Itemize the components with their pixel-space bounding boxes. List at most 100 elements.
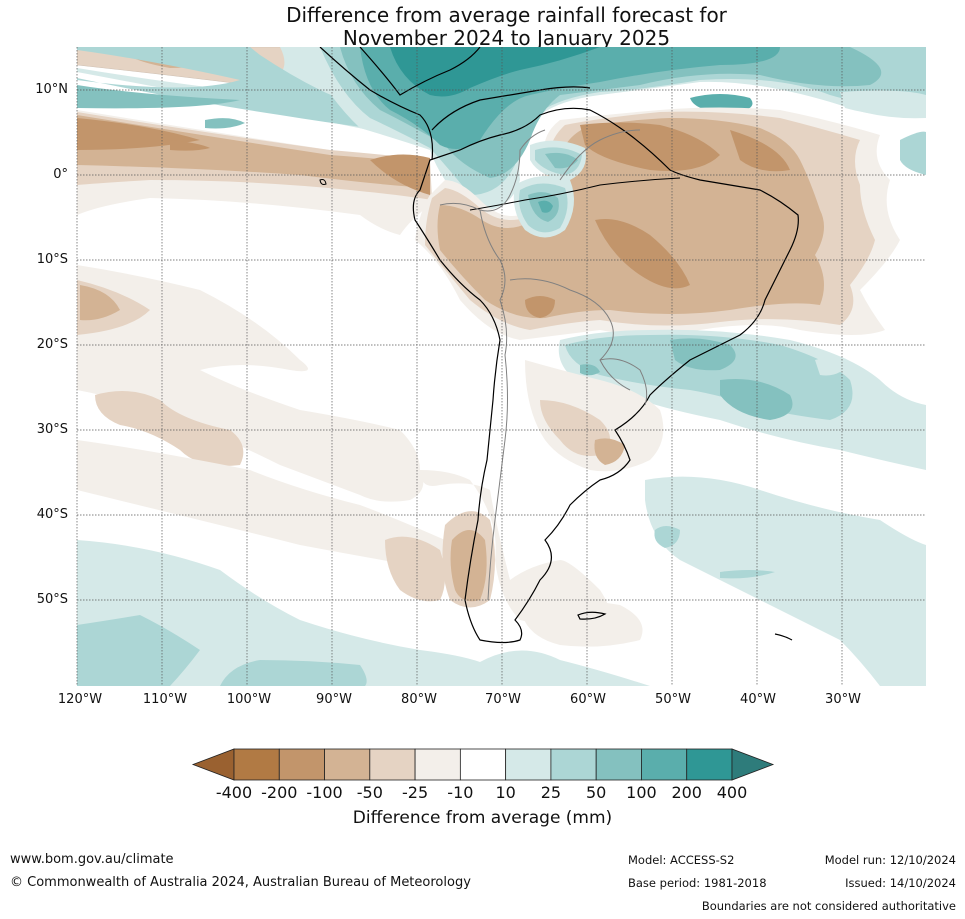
lat-label: 10°S (36, 252, 68, 267)
colorbar-tick-label: 25 (540, 783, 562, 802)
contour-wet-medium (720, 570, 775, 579)
coastline-south-america (412, 107, 799, 644)
map-title-line1: Difference from average rainfall forecas… (286, 3, 727, 27)
colorbar-tick-label: -200 (261, 783, 298, 802)
colorbar-tick-label: 200 (671, 783, 702, 802)
colorbar-swatch (233, 748, 280, 781)
colorbar-tick-label: 100 (626, 783, 657, 802)
colorbar-tick-label: -50 (356, 783, 383, 802)
boundaries-disclaimer: Boundaries are not considered authoritat… (701, 899, 956, 913)
coastline-caribbean (431, 86, 591, 131)
contour-dry-strong (525, 296, 555, 318)
lon-label: 50°W (655, 692, 691, 707)
contour-wet-strong (580, 364, 600, 376)
colorbar-swatch (324, 748, 371, 781)
lon-label: 90°W (316, 692, 352, 707)
lon-label: 40°W (740, 692, 776, 707)
contour-dry-medium (95, 391, 244, 466)
lat-label: 50°S (36, 592, 68, 607)
copyright-notice: © Commonwealth of Australia 2024, Austra… (10, 875, 471, 890)
lon-label: 100°W (226, 692, 272, 707)
colorbar-swatch (505, 748, 552, 781)
contour-dry-light (420, 470, 610, 630)
contour-wet-strong (720, 379, 793, 420)
contour-wet-medium (654, 526, 680, 548)
contour-wet-verystrong (538, 200, 553, 213)
base-period: Base period: 1981-2018 (628, 876, 767, 890)
colorbar-tick-label: -25 (402, 783, 429, 802)
lon-label: 110°W (142, 692, 188, 707)
contour-wet-extreme (390, 47, 600, 97)
contour-wet-medium (220, 660, 367, 686)
contour-dry-light (77, 265, 424, 502)
colorbar-swatch (278, 748, 325, 781)
contour-layer (77, 47, 926, 686)
colorbar-swatch (641, 748, 688, 781)
contour-wet-light (815, 356, 850, 376)
country-borders (509, 278, 631, 391)
lon-label: 120°W (57, 692, 103, 707)
coastline-yucatan (359, 47, 481, 96)
contour-wet-medium (900, 131, 926, 175)
contour-wet-strong (545, 152, 578, 169)
contour-wet-light (480, 650, 650, 686)
galapagos (319, 179, 327, 185)
lat-label: 0° (53, 167, 68, 182)
contour-dry-light (77, 440, 445, 570)
model-name: Model: ACCESS-S2 (628, 853, 735, 867)
colorbar-swatch (414, 748, 461, 781)
lat-label: 20°S (36, 337, 68, 352)
colorbar-swatch (686, 748, 733, 781)
colorbar-swatch (369, 748, 416, 781)
colorbar-tick-label: -10 (447, 783, 474, 802)
lon-label: 70°W (485, 692, 521, 707)
issued-date: Issued: 14/10/2024 (845, 876, 956, 890)
contour-dry-light (520, 598, 643, 647)
contour-dry-strong (77, 118, 200, 150)
source-url[interactable]: www.bom.gov.au/climate (10, 852, 174, 867)
contour-dry-strong (580, 122, 720, 171)
lon-label: 30°W (825, 692, 861, 707)
contour-wet-strong (205, 118, 245, 129)
south-georgia (774, 633, 793, 641)
contour-wet-light (645, 476, 926, 686)
colorbar-tick-label: -400 (215, 783, 253, 802)
colorbar-extend-low (191, 748, 235, 781)
contour-wet-strong (77, 85, 240, 109)
contour-dry-light (525, 360, 664, 472)
colorbar-swatch (595, 748, 642, 781)
contour-wet-medium (77, 615, 200, 686)
contour-dry-strong (595, 219, 690, 289)
country-borders (559, 129, 641, 181)
colorbar-tick-label: -100 (306, 783, 343, 802)
lon-label: 60°W (570, 692, 606, 707)
country-borders (439, 129, 546, 212)
contour-wet-medium (77, 47, 430, 135)
map-title: Difference from average rainfall forecas… (0, 4, 965, 50)
lat-label: 30°S (36, 422, 68, 437)
contour-dry-strong (170, 140, 210, 151)
country-borders (599, 358, 648, 406)
contour-dry-medium (540, 400, 610, 456)
coastline-central-america (319, 47, 434, 161)
lat-label: 10°N (35, 82, 68, 97)
coastline-layer (319, 47, 799, 644)
amazon-river (469, 177, 681, 211)
contour-dry-medium (594, 438, 625, 465)
colorbar-tick-label: 400 (716, 783, 748, 802)
colorbar (191, 748, 775, 781)
contour-dry-medium (437, 118, 824, 319)
falkland-islands (577, 611, 607, 620)
contour-dry-light (385, 536, 445, 602)
map-title-line2: November 2024 to January 2025 (342, 26, 671, 50)
graticule (76, 47, 926, 686)
colorbar-extend-high (731, 748, 775, 781)
colorbar-swatch (550, 748, 597, 781)
contour-dry-strong (730, 130, 790, 172)
contour-dry-medium (450, 530, 487, 602)
lat-label: 40°S (36, 507, 68, 522)
lon-label: 80°W (401, 692, 437, 707)
colorbar-swatch (459, 748, 507, 781)
contour-dry-strong (370, 154, 430, 195)
